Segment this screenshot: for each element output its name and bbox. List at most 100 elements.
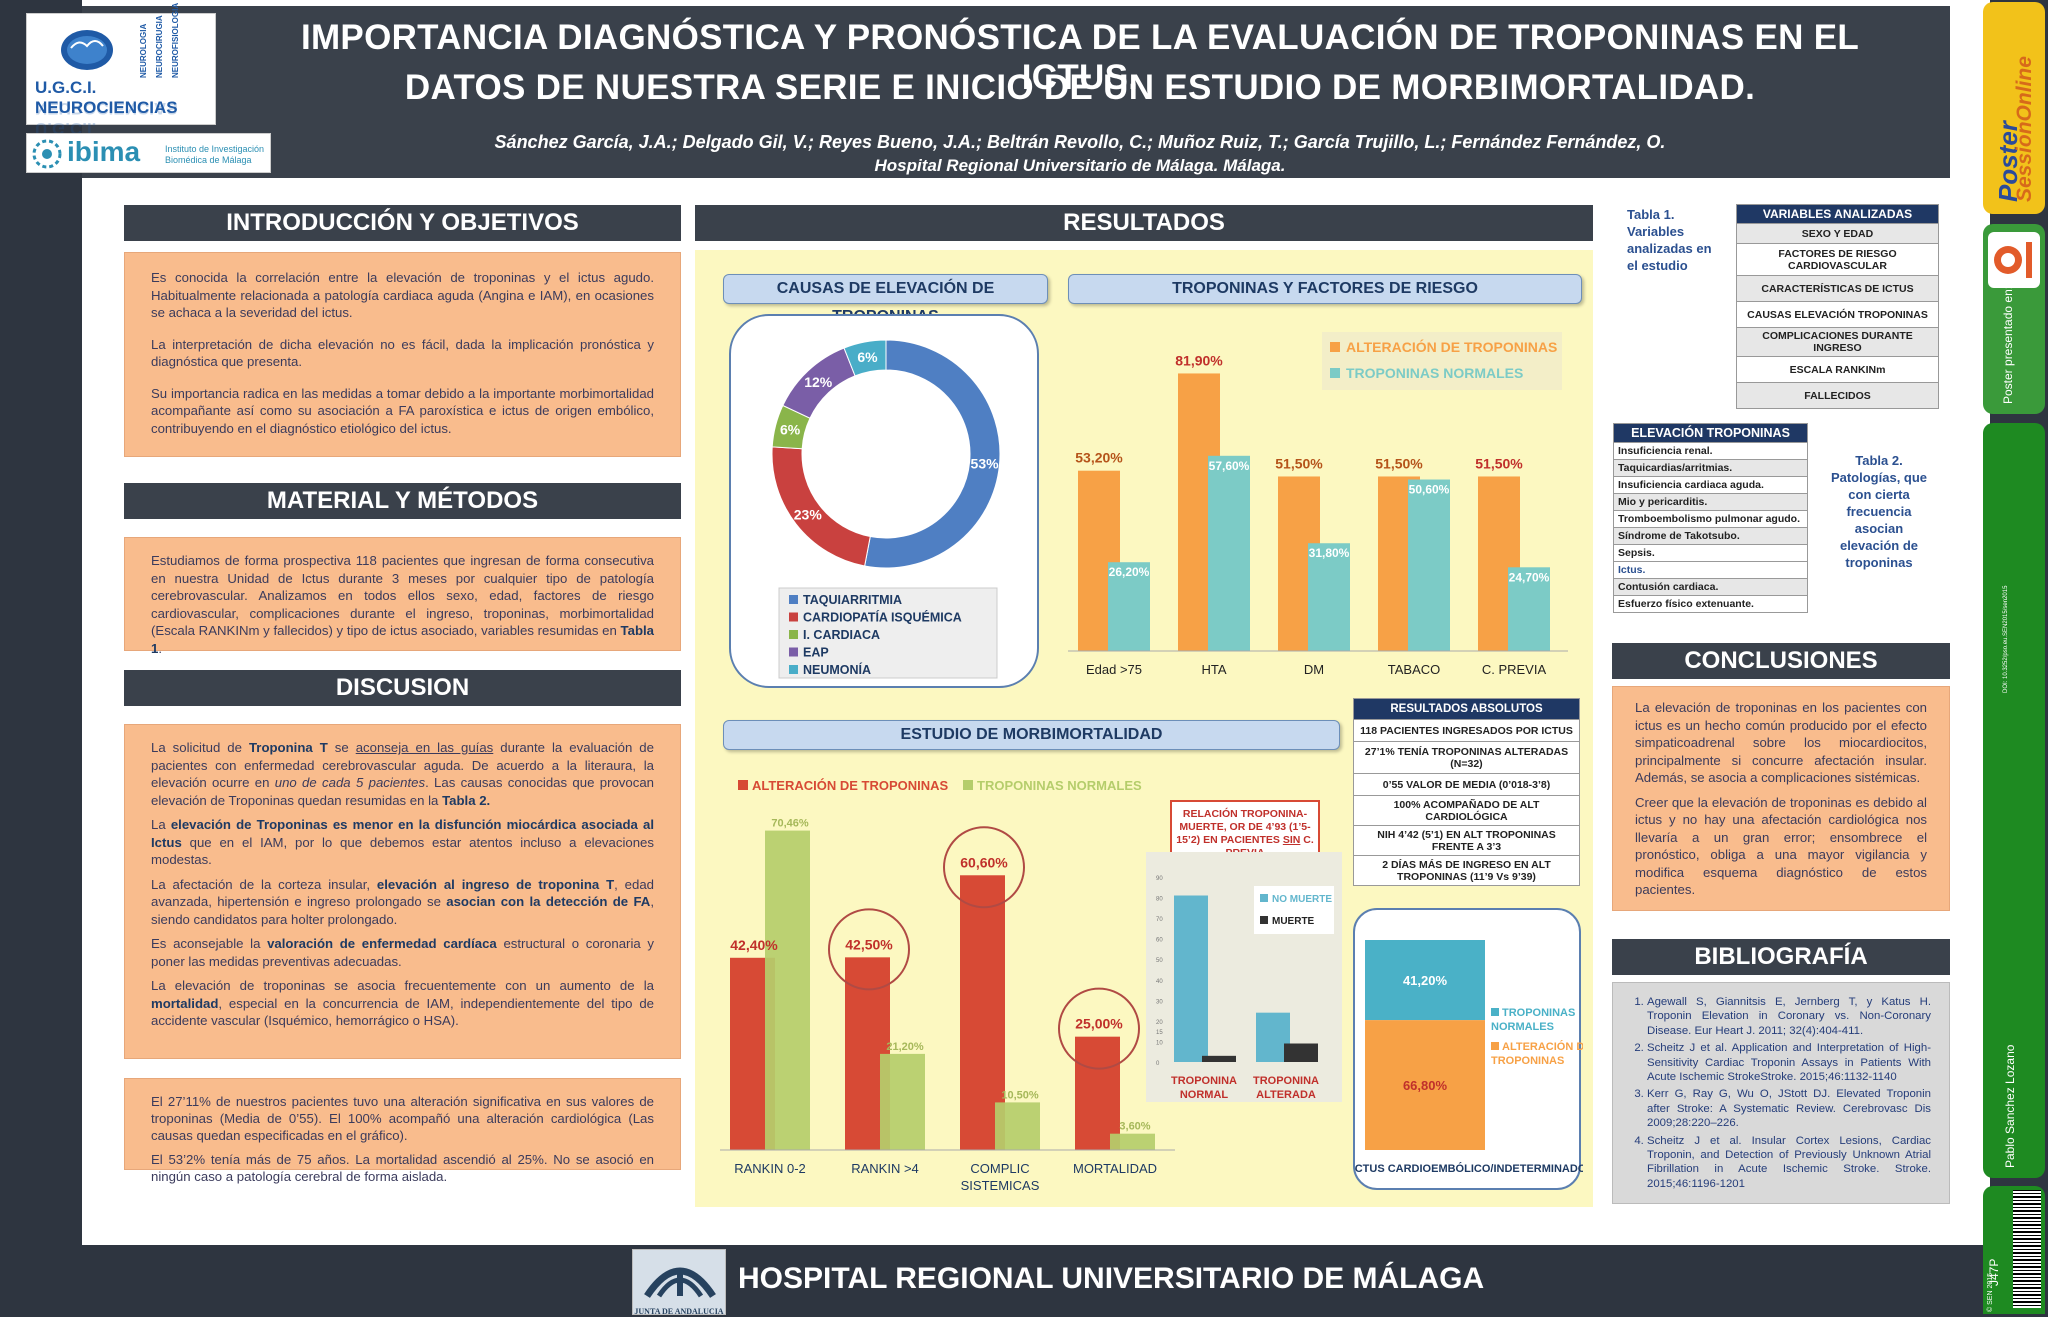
legend-swatch bbox=[789, 595, 798, 604]
methods-text: Estudiamos de forma prospectiva 118 paci… bbox=[151, 553, 654, 638]
factor-value-label: 51,50% bbox=[1475, 455, 1523, 471]
death-legend-swatch bbox=[1260, 894, 1268, 902]
death-category-label: ALTERADA bbox=[1256, 1089, 1316, 1101]
death-bar bbox=[1284, 1043, 1318, 1062]
disc-text: , siendo candidatos para holter prolonga… bbox=[151, 894, 654, 927]
tabla2-row: Contusión cardiaca. bbox=[1613, 578, 1808, 596]
disc-text: La afectación de la corteza insular, bbox=[151, 876, 377, 892]
morbi-value-label: 70,46% bbox=[771, 818, 809, 830]
logo-word: NEUROLOGIA bbox=[139, 23, 148, 78]
tabla1-row: FACTORES DE RIESGO CARDIOVASCULAR bbox=[1736, 243, 1939, 276]
donut-label: 53% bbox=[971, 455, 1000, 471]
author-name: Pablo Sanchez Lozano bbox=[2003, 1044, 2017, 1168]
ugci-logo: NEUROLOGIA NEUROCIRUGIA NEUROFISIOLOGIA … bbox=[26, 3, 216, 138]
morbi-bar-chart: ALTERACIÓN DE TROPONINAS TROPONINAS NORMA… bbox=[720, 778, 1175, 1193]
death-tick-label: 20 bbox=[1156, 1020, 1163, 1026]
donut-slice bbox=[864, 339, 1001, 569]
absolute-row: 2 DÍAS MÁS DE INGRESO EN ALT TROPONINAS … bbox=[1353, 855, 1580, 886]
factor-category-label: HTA bbox=[1201, 662, 1226, 677]
legend-label: I. CARDIACA bbox=[803, 628, 880, 642]
death-bar-chart: 0 10 15 20 30 40 50 60 70 80 90 TROPONINA NORMAL TROP… bbox=[1146, 852, 1342, 1102]
death-tick-label: 0 bbox=[1156, 1061, 1160, 1067]
factor-bar bbox=[1508, 567, 1550, 651]
morbi-title: ESTUDIO DE MORBIMORTALIDAD bbox=[723, 720, 1340, 750]
disc-text: La solicitud de bbox=[151, 740, 249, 755]
cardio-bar-segment bbox=[1365, 1020, 1485, 1150]
donut-label: 6% bbox=[780, 421, 801, 437]
disc-text: estructural o coronaria y poner las medi… bbox=[151, 936, 654, 969]
intro-heading: INTRODUCCIÓN Y OBJETIVOS bbox=[124, 205, 681, 241]
logo-word: NEUROCIRUGIA bbox=[155, 15, 164, 78]
factor-legend-box bbox=[1322, 332, 1562, 390]
junta-arch-icon bbox=[644, 1267, 716, 1298]
sen-logo-icon bbox=[1994, 242, 2032, 278]
junta-logo: JUNTA DE ANDALUCIA bbox=[632, 1249, 726, 1316]
morbi-bar bbox=[1075, 1036, 1120, 1150]
intro-p2: La interpretación de dicha elevación no … bbox=[151, 336, 654, 370]
tabla2-row: Síndrome de Takotsubo. bbox=[1613, 527, 1808, 545]
tabla2-row: Mio y pericarditis. bbox=[1613, 493, 1808, 511]
relation-sin: SIN bbox=[1282, 834, 1301, 846]
conclusions-heading: CONCLUSIONES bbox=[1612, 643, 1950, 679]
ibima-sub: Biomédica de Málaga bbox=[165, 155, 252, 165]
donut-label: 6% bbox=[857, 349, 878, 365]
bibliography-item: Scheitz J et al. Application and Interpr… bbox=[1647, 1041, 1931, 1084]
disc-text: se bbox=[327, 740, 356, 755]
tabla1-head: VARIABLES ANALIZADAS bbox=[1736, 204, 1939, 224]
intro-box: Es conocida la correlación entre la elev… bbox=[124, 252, 681, 457]
disc-text: , edad avanzada, hipertensión e ingreso … bbox=[151, 876, 654, 910]
donut-label: 23% bbox=[794, 507, 823, 523]
absolute-row: 118 PACIENTES INGRESADOS POR ICTUS bbox=[1353, 719, 1580, 742]
methods-heading: MATERIAL Y MÉTODOS bbox=[124, 483, 681, 519]
legend-label: TAQUIARRITMIA bbox=[803, 593, 902, 607]
absolute-results-head: RESULTADOS ABSOLUTOS bbox=[1353, 698, 1580, 720]
death-legend-swatch bbox=[1260, 916, 1268, 924]
factor-value-label: 31,80% bbox=[1309, 546, 1350, 560]
legend-swatch bbox=[789, 647, 798, 657]
discussion-box: La solicitud de Troponina T se aconseja … bbox=[124, 724, 681, 1059]
relation-text: RELACIÓN TROPONINA-MUERTE, OR DE 4’93 (1… bbox=[1176, 808, 1311, 846]
disc-bold: asocian con la detección de FA bbox=[446, 894, 651, 909]
morbi-category-label: MORTALIDAD bbox=[1073, 1161, 1157, 1176]
methods-ref: Tabla 1 bbox=[151, 623, 654, 656]
disc-text: Es aconsejable la bbox=[151, 936, 268, 951]
brain-icon bbox=[61, 30, 113, 70]
doi-text: DOI: 10.3252/pso.eu.SEN2015/sen2015 bbox=[2003, 585, 2009, 693]
tabla2-row: Ictus. bbox=[1613, 561, 1808, 579]
factor-value-label: 50,60% bbox=[1409, 483, 1450, 497]
results-heading: RESULTADOS bbox=[695, 205, 1593, 241]
logo-ugci-text: U.G.C.I. NEUROCIENCIAS bbox=[35, 78, 178, 117]
disc-text: La bbox=[151, 817, 171, 832]
factor-category-label: C. PREVIA bbox=[1482, 662, 1547, 677]
factor-value-label: 51,50% bbox=[1375, 455, 1423, 471]
factors-title: TROPONINAS Y FACTORES DE RIESGO bbox=[1068, 274, 1582, 304]
logo-word: NEUROFISIOLOGIA bbox=[171, 2, 180, 78]
cardio-value-label: 66,80% bbox=[1403, 1078, 1448, 1093]
factor-bar bbox=[1208, 455, 1250, 651]
morbi-value-label: 42,50% bbox=[845, 936, 893, 952]
summary-p2: El 53’2% tenía más de 75 años. La mortal… bbox=[151, 1152, 654, 1184]
tabla2-row: Esfuerzo físico extenuante. bbox=[1613, 595, 1808, 613]
death-legend-label: MUERTE bbox=[1272, 916, 1315, 927]
morbi-value-label: 25,00% bbox=[1075, 1016, 1123, 1032]
legend-box bbox=[778, 587, 998, 679]
death-category-label: TROPONINA bbox=[1171, 1075, 1237, 1087]
cardioembolic-chart: 41,20% 66,80% TROPONINAS NORMALES ALTERACIÓN… bbox=[1352, 940, 1592, 1175]
tabla2-row: Taquicardias/arritmias. bbox=[1613, 459, 1808, 477]
morbi-bar bbox=[1110, 1133, 1155, 1150]
bibliography-item: Agewall S, Giannitsis E, Jernberg T, y K… bbox=[1647, 995, 1931, 1038]
morbi-value-label: 42,40% bbox=[730, 937, 778, 953]
tabla1-row: FALLECIDOS bbox=[1736, 382, 1939, 409]
morbi-value-label: 60,60% bbox=[960, 854, 1008, 870]
morbi-bar bbox=[880, 1053, 925, 1150]
ibima-sub: Instituto de Investigación bbox=[165, 144, 265, 154]
methods-end: . bbox=[158, 640, 163, 656]
disc-bold: Tabla 2. bbox=[442, 792, 491, 808]
presented-badge: Poster presentado en: bbox=[1983, 224, 2045, 414]
disc-bold: elevación de Troponinas es menor en la d… bbox=[151, 817, 654, 850]
factor-legend-swatch bbox=[1330, 368, 1340, 378]
factor-legend-label: ALTERACIÓN DE TROPONINAS bbox=[1346, 338, 1557, 355]
disc-bold: mortalidad bbox=[151, 995, 219, 1011]
tabla2-row: Insuficiencia renal. bbox=[1613, 442, 1808, 460]
legend-swatch bbox=[789, 630, 798, 639]
